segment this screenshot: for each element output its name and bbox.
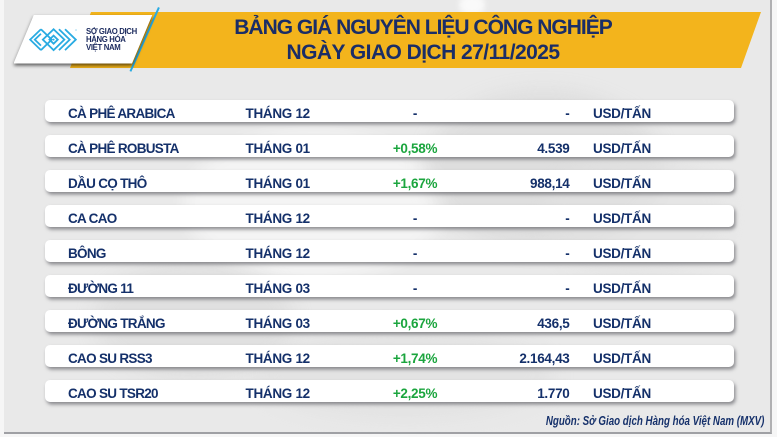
- svg-text:™: ™: [74, 28, 77, 33]
